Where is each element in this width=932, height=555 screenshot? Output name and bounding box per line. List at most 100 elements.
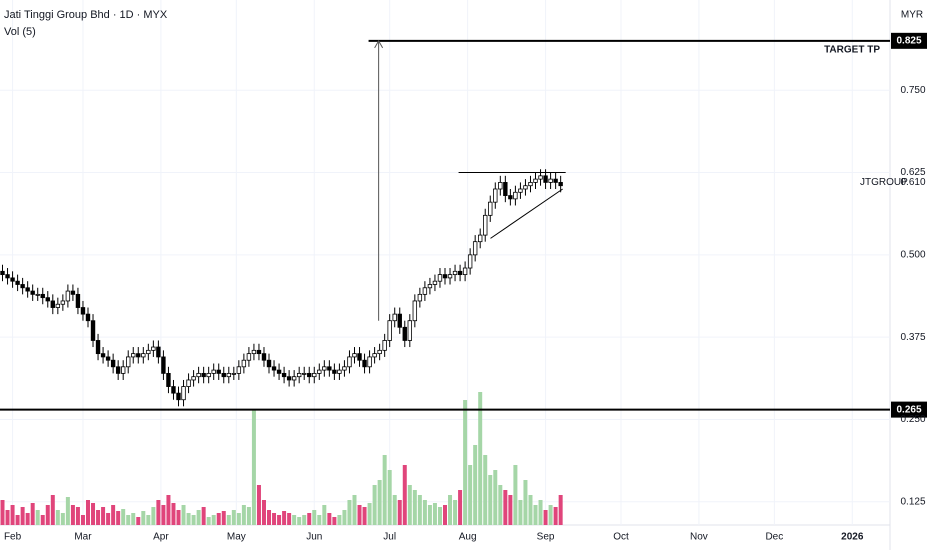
volume-bar bbox=[282, 511, 287, 525]
volume-bar bbox=[513, 465, 518, 525]
volume-bar bbox=[136, 517, 141, 525]
volume-bar bbox=[10, 505, 15, 525]
volume-bar bbox=[498, 485, 503, 525]
y-tick-label: 0.375 bbox=[900, 332, 925, 343]
volume-bar bbox=[171, 503, 176, 525]
volume-bar bbox=[211, 515, 216, 525]
volume-bar bbox=[437, 507, 442, 525]
volume-bar bbox=[427, 505, 432, 525]
x-tick-label: Jul bbox=[383, 532, 396, 543]
y-tick-label: 0.625 bbox=[900, 167, 925, 178]
volume-bar bbox=[337, 515, 342, 525]
candle-body bbox=[261, 353, 267, 361]
candle-body bbox=[151, 346, 156, 351]
volume-bar bbox=[146, 515, 151, 525]
volume-bar bbox=[0, 500, 5, 525]
volume-bar bbox=[101, 507, 106, 525]
candle-body bbox=[452, 270, 458, 276]
candle-body bbox=[131, 353, 136, 358]
candle-body bbox=[367, 356, 372, 368]
price-tag-label: 0.825 bbox=[896, 35, 921, 46]
trendline bbox=[490, 188, 563, 239]
volume-bar bbox=[322, 505, 327, 525]
volume-bar bbox=[55, 510, 60, 525]
volume-bar bbox=[357, 505, 362, 525]
grid bbox=[0, 0, 890, 525]
volume-bar bbox=[417, 495, 422, 525]
candle-body bbox=[332, 369, 337, 374]
volume-bar bbox=[478, 392, 483, 525]
candle-body bbox=[352, 353, 357, 358]
volume-bar bbox=[65, 497, 70, 525]
candle-body bbox=[457, 270, 463, 276]
candle-body bbox=[105, 356, 111, 361]
candle-body bbox=[181, 386, 186, 401]
candle-body bbox=[472, 241, 478, 256]
volume-bar bbox=[181, 505, 186, 525]
volume-bar bbox=[508, 495, 513, 525]
candle-body bbox=[442, 274, 448, 279]
candle-body bbox=[493, 188, 498, 203]
volume-bar bbox=[221, 511, 226, 525]
volume-bar bbox=[392, 495, 397, 525]
x-tick-label: Jun bbox=[306, 532, 322, 543]
candle-body bbox=[246, 353, 252, 361]
volume-bar bbox=[558, 495, 563, 525]
candle-body bbox=[251, 349, 257, 355]
volume-title: Vol (5) bbox=[4, 26, 36, 38]
last-price-label: 0.610 bbox=[900, 177, 925, 188]
candle-body bbox=[312, 372, 317, 378]
volume-bar bbox=[543, 510, 548, 525]
candle-body bbox=[543, 175, 548, 183]
candle-body bbox=[266, 359, 272, 368]
volume-bar bbox=[20, 507, 25, 525]
candle-body bbox=[317, 369, 322, 374]
volume-bar bbox=[287, 513, 292, 525]
candle-body bbox=[387, 320, 392, 341]
candle-body bbox=[201, 372, 206, 378]
volume-bar bbox=[256, 485, 261, 525]
price-tag bbox=[891, 32, 927, 49]
volume-bar bbox=[261, 500, 266, 525]
volume-bar bbox=[453, 500, 458, 525]
candle-body bbox=[216, 369, 221, 374]
price-tag bbox=[891, 401, 927, 418]
candle-body bbox=[65, 290, 71, 302]
candle-body bbox=[462, 267, 468, 276]
volume-bar bbox=[30, 503, 35, 525]
candle-body bbox=[342, 366, 347, 371]
volume-bar bbox=[312, 510, 317, 525]
axes: 0.125 0.250 0.375 0.500 0.625 0.750 Feb Mar Apr M… bbox=[4, 85, 926, 543]
volume-bar bbox=[463, 400, 468, 525]
volume-bar bbox=[91, 503, 96, 525]
arrow-head bbox=[374, 39, 384, 49]
volume-bar bbox=[518, 500, 523, 525]
candle-body bbox=[483, 214, 488, 236]
candle-body bbox=[296, 372, 302, 378]
y-tick-label: 0.500 bbox=[900, 249, 925, 260]
candle-body bbox=[377, 349, 382, 355]
volume-bar bbox=[533, 505, 538, 525]
candle-body bbox=[392, 313, 397, 322]
volume-bar bbox=[382, 455, 387, 525]
candle-body bbox=[437, 274, 443, 282]
x-tick-label: Dec bbox=[765, 532, 783, 543]
volume-bar bbox=[70, 505, 75, 525]
candle-body bbox=[221, 372, 226, 378]
volume-bar bbox=[473, 445, 478, 525]
volume-bar bbox=[327, 513, 332, 525]
candle-body bbox=[337, 369, 342, 374]
y-tick-label: 0.750 bbox=[900, 85, 925, 96]
volume-bar bbox=[201, 507, 206, 525]
candle-body bbox=[402, 326, 407, 341]
x-tick-label: May bbox=[227, 532, 246, 543]
candle-body bbox=[80, 307, 86, 315]
volume-bar bbox=[372, 485, 377, 525]
volume-bar bbox=[121, 509, 126, 525]
candle-body bbox=[528, 182, 533, 187]
candle-body bbox=[126, 356, 131, 368]
volume-bar bbox=[553, 507, 558, 525]
volume-bar bbox=[448, 495, 453, 525]
candle-body bbox=[357, 353, 362, 361]
x-tick-label: Feb bbox=[4, 532, 22, 543]
